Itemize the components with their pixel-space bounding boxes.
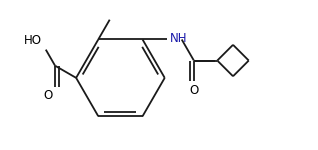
Text: NH: NH: [170, 32, 187, 45]
Text: O: O: [189, 84, 198, 97]
Text: O: O: [43, 89, 52, 102]
Text: HO: HO: [24, 34, 42, 47]
